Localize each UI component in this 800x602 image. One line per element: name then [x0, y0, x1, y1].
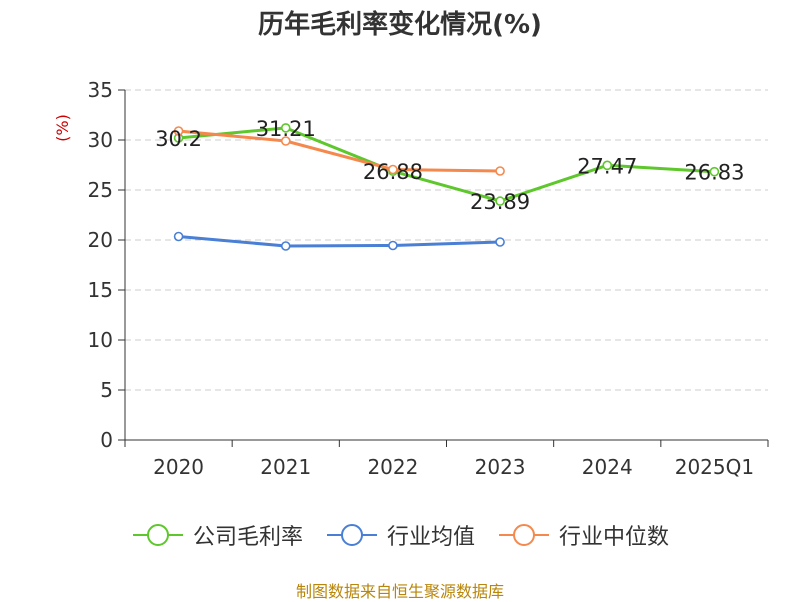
- y-tick-label: 0: [100, 428, 113, 452]
- legend-label: 行业均值: [386, 525, 475, 550]
- data-point: [280, 123, 291, 133]
- data-point: [388, 164, 398, 175]
- legend-marker-icon: [326, 524, 377, 546]
- series-line: [178, 129, 501, 173]
- x-tick-label: 2020: [153, 455, 204, 479]
- legend-item[interactable]: 行业中位数: [497, 519, 669, 551]
- legend-item[interactable]: 行业均值: [325, 519, 475, 551]
- data-label: 26.88: [363, 160, 423, 184]
- legend-label: 行业中位数: [559, 525, 670, 550]
- y-tick-label: 30: [88, 128, 113, 152]
- y-tick-label: 5: [100, 378, 113, 402]
- legend-marker-icon: [132, 524, 183, 546]
- y-tick-label: 25: [88, 178, 113, 202]
- series-group: [173, 123, 720, 251]
- data-point: [709, 166, 720, 177]
- chart-title: 历年毛利率变化情况(%): [258, 10, 542, 40]
- y-axis-label: (%): [53, 114, 72, 142]
- data-labels: 30.2 31.21 26.88 23.89 27.47 26.83: [155, 117, 744, 214]
- legend-label: 公司毛利率: [192, 525, 303, 550]
- data-point: [280, 241, 291, 251]
- data-label: 30.2: [155, 127, 202, 151]
- series-line: [178, 126, 715, 203]
- data-point: [280, 136, 291, 146]
- y-tick-label: 15: [88, 278, 113, 302]
- data-label: 23.89: [470, 190, 530, 214]
- data-point: [495, 237, 505, 247]
- data-point: [602, 160, 613, 171]
- y-tick-label: 10: [88, 328, 113, 352]
- data-label: 26.83: [684, 161, 744, 185]
- x-tick-label: 2023: [475, 455, 526, 479]
- data-label: 27.47: [577, 154, 637, 178]
- data-label: 31.21: [256, 117, 316, 141]
- grid-lines: [125, 89, 768, 391]
- data-point: [173, 126, 184, 136]
- data-point: [495, 166, 505, 176]
- legend-marker-icon: [499, 524, 549, 546]
- data-point: [388, 240, 398, 251]
- data-point: [495, 196, 505, 206]
- legend-item[interactable]: 公司毛利率: [131, 519, 303, 551]
- axes: 0 5 10 15 20 25 30 35 2020 2021 2022 2023 2024 2025Q1…: [53, 78, 769, 479]
- y-tick-label: 20: [88, 228, 113, 252]
- x-tick-label: 2025Q1: [675, 455, 754, 479]
- y-tick-label: 35: [88, 78, 113, 102]
- data-point: [173, 231, 184, 242]
- x-tick-label: 2024: [582, 455, 633, 479]
- source-footer: 制图数据来自恒生聚源数据库: [295, 582, 504, 601]
- x-tick-label: 2021: [260, 455, 311, 479]
- x-tick-label: 2022: [367, 455, 418, 479]
- series-line: [178, 235, 501, 248]
- legend: 公司毛利率 行业均值 行业中位数: [0, 519, 800, 551]
